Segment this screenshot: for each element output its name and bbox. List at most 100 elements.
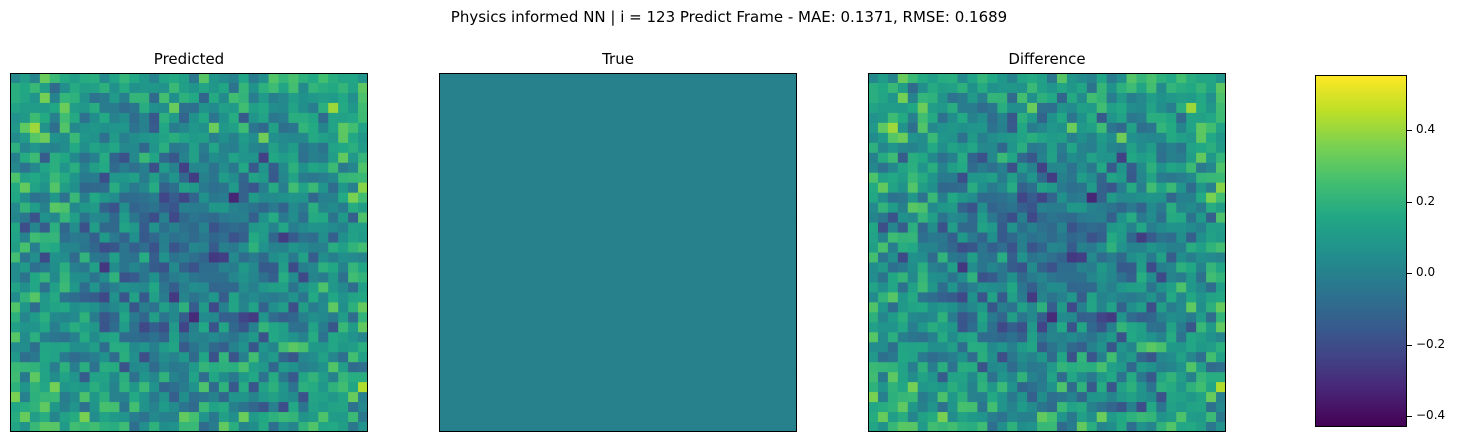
heatmap-cell <box>608 112 619 124</box>
heatmap-cell <box>268 152 280 164</box>
heatmap-cell <box>169 222 180 234</box>
heatmap-cell <box>488 302 500 313</box>
heatmap-cell <box>79 382 91 393</box>
heatmap-cell <box>707 352 719 363</box>
heatmap-cell <box>439 182 450 194</box>
heatmap-cell <box>737 152 748 164</box>
heatmap-cell <box>448 342 460 353</box>
colorbar-band <box>1315 305 1407 308</box>
heatmap-cell <box>1116 73 1128 84</box>
colorbar-band <box>1315 101 1407 104</box>
heatmap-cell <box>558 292 569 303</box>
colorbar-band <box>1315 279 1407 282</box>
heatmap-cell <box>298 112 309 124</box>
heatmap-cell <box>1136 252 1148 264</box>
heatmap-cell <box>777 322 788 333</box>
heatmap-cell <box>747 172 758 184</box>
heatmap-cell <box>129 202 140 214</box>
heatmap-cell <box>189 262 200 274</box>
heatmap-cell <box>707 362 719 373</box>
heatmap-cell <box>508 292 520 303</box>
heatmap-cell <box>697 92 709 104</box>
heatmap-cell <box>328 212 339 224</box>
heatmap-cell <box>1056 172 1068 184</box>
heatmap-cell <box>19 322 31 333</box>
heatmap-cell <box>1106 342 1118 353</box>
heatmap-cell <box>997 202 1008 214</box>
heatmap-cell <box>159 292 170 303</box>
heatmap-cell <box>977 222 988 234</box>
heatmap-cell <box>129 142 140 154</box>
heatmap-cell <box>49 102 61 114</box>
heatmap-cell <box>907 73 919 84</box>
heatmap-cell <box>29 172 41 184</box>
heatmap-cell <box>198 172 210 184</box>
heatmap-cell <box>49 122 61 134</box>
heatmap-cell <box>39 142 51 154</box>
heatmap-cell <box>439 342 450 353</box>
heatmap-cell <box>1216 312 1226 323</box>
colorbar-band <box>1315 389 1407 392</box>
heatmap-cell <box>1136 122 1148 134</box>
heatmap-cell <box>588 362 599 373</box>
heatmap-cell <box>947 92 959 104</box>
heatmap-cell <box>967 162 978 174</box>
heatmap-cell <box>647 362 659 373</box>
heatmap-cell <box>937 152 949 164</box>
heatmap-cell <box>318 302 329 313</box>
heatmap-cell <box>657 142 669 154</box>
heatmap-cell <box>159 262 170 274</box>
heatmap-cell <box>49 252 61 264</box>
heatmap-cell <box>528 272 540 284</box>
heatmap-cell <box>278 332 290 343</box>
heatmap-cell <box>1017 122 1028 134</box>
heatmap-cell <box>458 82 470 94</box>
heatmap-cell <box>737 112 748 124</box>
heatmap-cell <box>288 212 299 224</box>
heatmap-cell <box>318 232 329 244</box>
colorbar-band <box>1315 293 1407 296</box>
heatmap-cell <box>1086 242 1098 254</box>
heatmap-cell <box>707 332 719 343</box>
heatmap-cell <box>727 142 738 154</box>
heatmap-cell <box>119 82 130 94</box>
heatmap-cell <box>39 152 51 164</box>
heatmap-cell <box>1027 412 1038 423</box>
heatmap-cell <box>1047 152 1058 164</box>
heatmap-cell <box>49 192 61 204</box>
heatmap-cell <box>29 222 41 234</box>
heatmap-cell <box>59 122 71 134</box>
heatmap-cell <box>498 392 510 403</box>
heatmap-cell <box>608 262 619 274</box>
heatmap-cell <box>907 202 919 214</box>
heatmap-cell <box>149 73 160 84</box>
heatmap-cell <box>947 192 959 204</box>
heatmap-cell <box>29 132 41 144</box>
heatmap-cell <box>598 232 609 244</box>
heatmap-cell <box>139 252 150 264</box>
heatmap-cell <box>957 312 969 323</box>
heatmap-cell <box>1076 132 1088 144</box>
heatmap-cell <box>248 392 260 403</box>
heatmap-cell <box>538 362 549 373</box>
heatmap-cell <box>1056 262 1068 274</box>
heatmap-cell <box>439 222 450 234</box>
heatmap-cell <box>119 152 130 164</box>
heatmap-cell <box>79 212 91 224</box>
heatmap-cell <box>338 282 349 293</box>
colorbar-band <box>1315 299 1407 302</box>
heatmap-cell <box>877 392 889 403</box>
heatmap-cell <box>488 342 500 353</box>
heatmap-cell <box>877 382 889 393</box>
heatmap-cell <box>1017 162 1028 174</box>
heatmap-cell <box>1007 192 1018 204</box>
heatmap-cell <box>618 73 629 84</box>
heatmap-cell <box>647 352 659 363</box>
heatmap-cell <box>448 202 460 214</box>
heatmap-cell <box>179 122 190 134</box>
heatmap-cell <box>897 162 909 174</box>
heatmap-cell <box>159 372 170 383</box>
heatmap-cell <box>627 92 639 104</box>
heatmap-cell <box>608 92 619 104</box>
heatmap-cell <box>169 302 180 313</box>
